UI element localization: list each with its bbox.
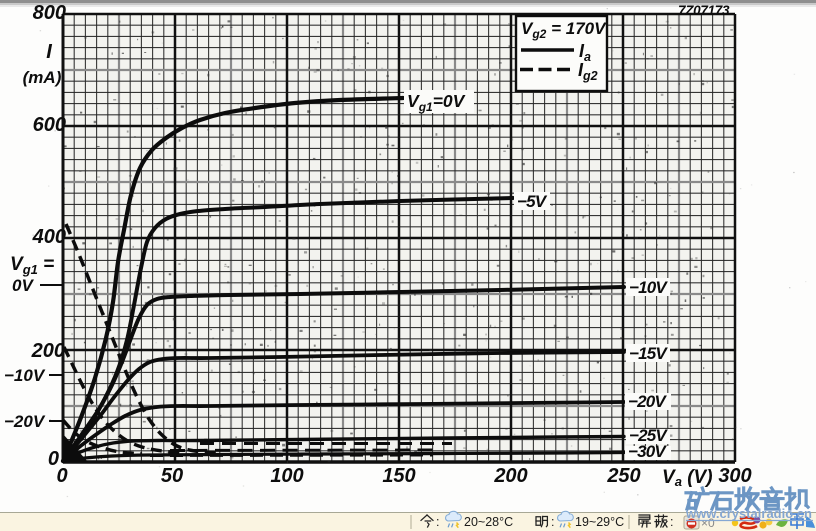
svg-text:0: 0	[48, 448, 59, 470]
svg-text:−20V: −20V	[4, 412, 46, 431]
svg-text::: :	[436, 515, 439, 529]
svg-text:600: 600	[33, 114, 66, 136]
svg-text:www.crystalradio.cn: www.crystalradio.cn	[685, 506, 812, 521]
svg-text:20~28°C: 20~28°C	[464, 515, 513, 529]
svg-text:−10V: −10V	[4, 366, 46, 385]
svg-text:50: 50	[161, 465, 183, 487]
svg-text:7Z07173: 7Z07173	[678, 3, 730, 18]
svg-text:0: 0	[56, 465, 67, 487]
svg-text:0V: 0V	[12, 276, 34, 295]
svg-text:200: 200	[31, 340, 65, 362]
svg-text:19~29°C: 19~29°C	[575, 515, 624, 529]
svg-text:Va (V): Va (V)	[662, 467, 713, 489]
svg-text:×0: ×0	[701, 516, 715, 530]
svg-text::: :	[551, 515, 554, 529]
svg-text:−25V: −25V	[629, 426, 668, 445]
svg-text:250: 250	[606, 465, 640, 487]
svg-text:−5V: −5V	[517, 192, 548, 211]
svg-text:(mA): (mA)	[23, 68, 62, 87]
svg-text:Vg1=0V: Vg1=0V	[407, 91, 466, 114]
svg-text:300: 300	[718, 465, 751, 487]
svg-text::: :	[670, 515, 673, 529]
svg-text:Vg1 =: Vg1 =	[10, 254, 54, 277]
svg-text:−15V: −15V	[629, 344, 668, 363]
svg-text:400: 400	[32, 226, 66, 248]
svg-text:−30V: −30V	[628, 442, 667, 461]
svg-text:−10V: −10V	[629, 278, 668, 297]
svg-text:200: 200	[493, 465, 527, 487]
svg-text:−20V: −20V	[628, 392, 667, 411]
svg-text:800: 800	[33, 2, 66, 24]
svg-text:I: I	[46, 41, 52, 63]
svg-text:100: 100	[270, 465, 303, 487]
svg-text:150: 150	[382, 465, 415, 487]
